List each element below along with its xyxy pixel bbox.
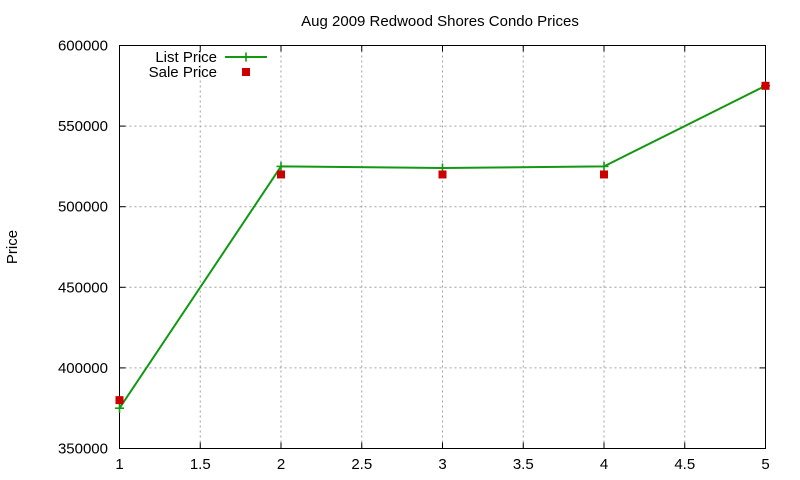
x-tick-label: 2 xyxy=(277,456,285,473)
y-axis-label: Price xyxy=(4,230,21,264)
legend-label: Sale Price xyxy=(149,64,217,81)
data-series xyxy=(115,81,770,413)
x-tick-label: 3 xyxy=(438,456,446,473)
chart-title: Aug 2009 Redwood Shores Condo Prices xyxy=(301,13,579,30)
legend-plus-swatch xyxy=(241,52,251,62)
y-tick-label: 400000 xyxy=(58,360,108,377)
sale-price-point xyxy=(115,396,124,405)
x-tick-label: 4.5 xyxy=(674,456,695,473)
axis-ticks: 1 1.5 2 2.5 3 3.5 4 4.5 5 350000 400000 450000 50000… xyxy=(58,38,770,474)
list-price-point xyxy=(276,161,286,171)
sale-price-point xyxy=(277,170,285,179)
legend-square-swatch xyxy=(242,68,250,76)
x-tick-label: 4 xyxy=(600,456,608,473)
list-price-point xyxy=(599,161,609,171)
sale-price-point xyxy=(600,170,608,179)
y-tick-label: 550000 xyxy=(58,118,108,135)
sale-price-point xyxy=(438,170,447,179)
x-tick-label: 1 xyxy=(115,456,123,473)
y-tick-label: 350000 xyxy=(58,441,108,458)
y-tick-label: 500000 xyxy=(58,199,108,216)
x-tick-label: 2.5 xyxy=(351,456,372,473)
sale-price-point xyxy=(761,81,770,90)
legend-label: List Price xyxy=(155,49,217,66)
gridlines xyxy=(119,45,766,449)
y-tick-label: 600000 xyxy=(58,38,108,55)
x-tick-label: 1.5 xyxy=(190,456,211,473)
list-price-point xyxy=(115,403,124,413)
y-tick-label: 450000 xyxy=(58,279,108,296)
x-tick-label: 5 xyxy=(761,456,769,473)
x-tick-label: 3.5 xyxy=(513,456,534,473)
